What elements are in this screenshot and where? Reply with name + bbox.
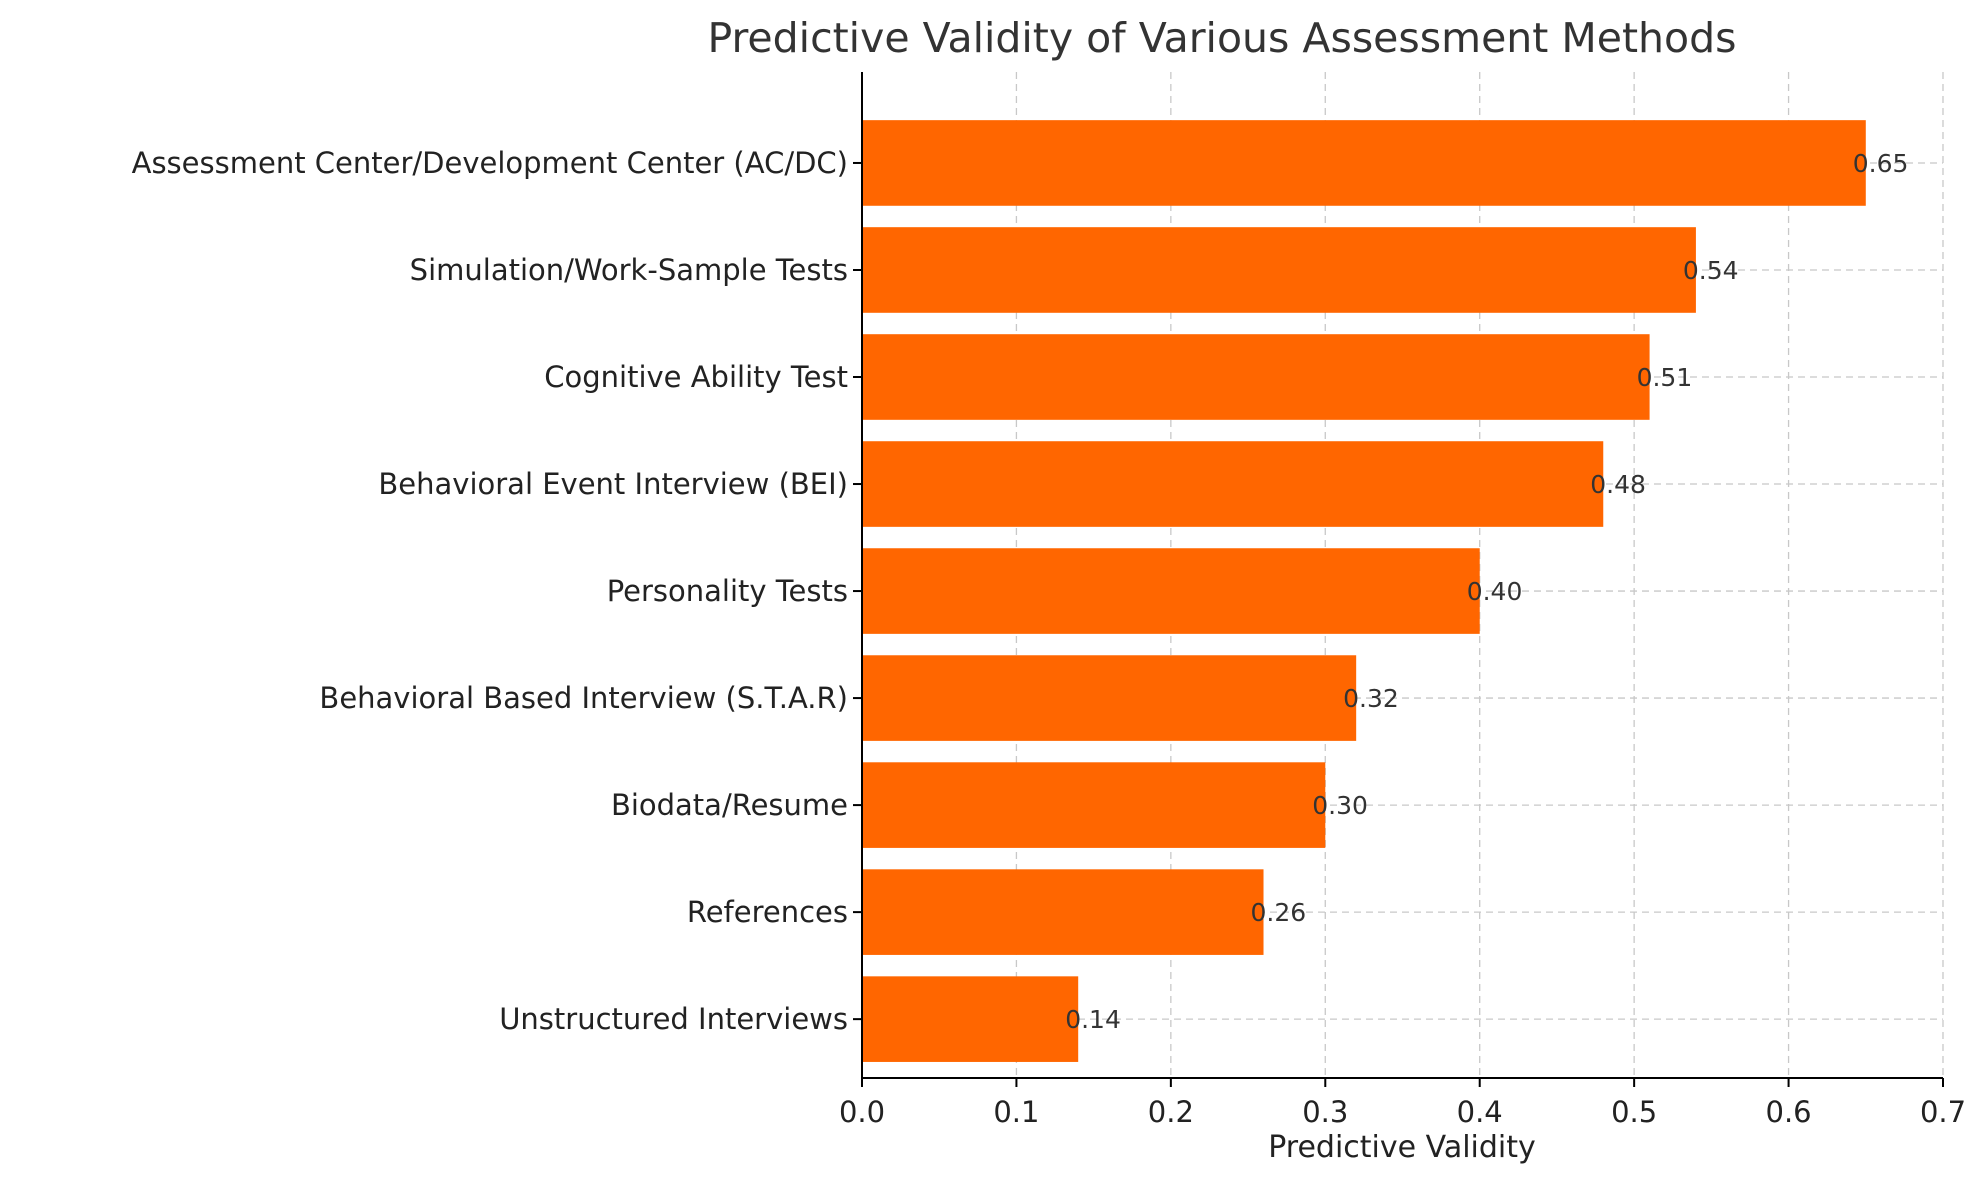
chart-title: Predictive Validity of Various Assessmen… <box>707 14 1736 62</box>
category-label: Assessment Center/Development Center (AC… <box>132 146 848 180</box>
bar <box>862 227 1696 313</box>
category-label: References <box>687 895 848 929</box>
axes <box>861 72 1943 1079</box>
bar <box>862 441 1604 527</box>
bar <box>862 869 1264 955</box>
bar-value-label: 0.65 <box>1853 149 1909 178</box>
x-tick-label: 0.2 <box>1148 1095 1194 1129</box>
bars <box>862 120 1866 1062</box>
category-label: Behavioral Event Interview (BEI) <box>378 467 848 501</box>
category-label: Simulation/Work-Sample Tests <box>410 253 848 287</box>
bar <box>862 548 1480 634</box>
value-labels: 0.65 0.54 0.51 0.48 0.40 0.32 0.30 0.26 0.14 <box>1065 149 1908 1034</box>
bar-value-label: 0.14 <box>1065 1005 1121 1034</box>
x-tick-label: 0.3 <box>1302 1095 1348 1129</box>
category-label: Biodata/Resume <box>611 788 848 822</box>
category-label: Unstructured Interviews <box>499 1002 848 1036</box>
x-tick-label: 0.4 <box>1457 1095 1503 1129</box>
category-label: Behavioral Based Interview (S.T.A.R) <box>319 681 848 715</box>
category-label: Cognitive Ability Test <box>544 360 848 394</box>
bar <box>862 976 1079 1062</box>
bar-value-label: 0.51 <box>1637 363 1693 392</box>
x-tick-label: 0.7 <box>1920 1095 1966 1129</box>
x-tick-label: 0.5 <box>1611 1095 1657 1129</box>
x-tick-label: 0.1 <box>993 1095 1039 1129</box>
x-axis-ticks: 0.0 0.1 0.2 0.3 0.4 0.5 0.6 0.7 <box>839 1078 1966 1129</box>
x-tick-label: 0.0 <box>839 1095 885 1129</box>
bar-value-label: 0.26 <box>1251 898 1307 927</box>
bar-value-label: 0.48 <box>1590 470 1646 499</box>
bar-value-label: 0.32 <box>1343 684 1399 713</box>
x-tick-label: 0.6 <box>1766 1095 1812 1129</box>
bar <box>862 655 1357 741</box>
bar <box>862 120 1866 206</box>
bar-value-label: 0.54 <box>1683 256 1739 285</box>
x-axis-title: Predictive Validity <box>1268 1130 1536 1165</box>
y-axis-categories: Assessment Center/Development Center (AC… <box>132 146 862 1036</box>
bar-value-label: 0.40 <box>1467 577 1523 606</box>
category-label: Personality Tests <box>607 574 848 608</box>
bar <box>862 762 1326 848</box>
bar <box>862 334 1650 420</box>
bar-value-label: 0.30 <box>1312 791 1368 820</box>
